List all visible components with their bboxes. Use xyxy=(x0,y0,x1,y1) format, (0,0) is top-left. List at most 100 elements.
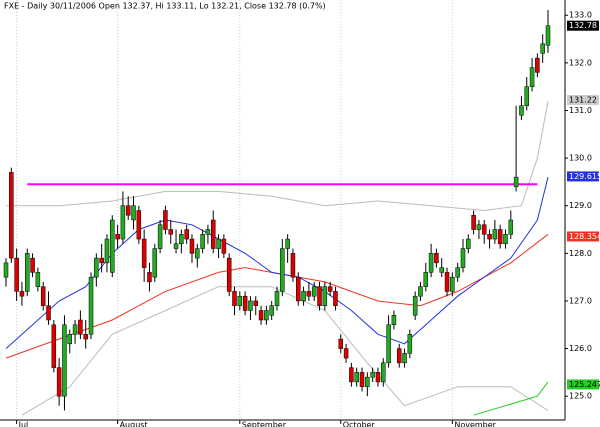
candle-body xyxy=(391,314,397,326)
candle-body xyxy=(46,305,51,321)
candle-body xyxy=(226,257,232,292)
y-tick-label: 125.0 xyxy=(569,392,592,401)
price-tag xyxy=(567,171,599,182)
candle-body xyxy=(439,267,444,273)
candle-body xyxy=(184,229,189,240)
candle-body xyxy=(513,176,519,187)
candle-body xyxy=(88,276,94,335)
x-tick-label: October xyxy=(343,421,376,427)
candle-body xyxy=(253,300,258,306)
candle-body xyxy=(125,205,131,216)
candle-body xyxy=(147,272,152,283)
candle-body xyxy=(327,286,333,292)
candle-body xyxy=(232,291,237,306)
candle-body xyxy=(333,291,338,306)
candle-body xyxy=(296,276,301,302)
candle-body xyxy=(338,338,344,349)
candle-body xyxy=(110,219,115,273)
candle-body xyxy=(56,367,62,397)
candle-body xyxy=(306,291,312,297)
candle-body xyxy=(455,267,460,278)
candle-body xyxy=(428,253,434,273)
candle-body xyxy=(343,348,349,359)
candle-body xyxy=(67,334,73,345)
candle-body xyxy=(210,219,216,249)
candle-body xyxy=(200,234,205,249)
candle-body xyxy=(540,43,545,54)
candle-body xyxy=(471,214,476,230)
x-tick-label: Jul xyxy=(18,421,29,427)
price-tag-label: 131.22 xyxy=(569,96,597,105)
price-tag-label: 128.354 xyxy=(569,232,600,241)
candle-body xyxy=(258,310,264,321)
y-tick-label: 133.0 xyxy=(569,11,592,20)
candle-body xyxy=(173,243,179,249)
candle-body xyxy=(487,234,492,240)
candle-body xyxy=(349,367,354,383)
candle-body xyxy=(423,272,429,287)
candle-body xyxy=(99,257,104,264)
y-tick-label: 131.0 xyxy=(569,106,592,115)
candle-body xyxy=(450,276,455,292)
candle-body xyxy=(136,210,142,240)
candle-body xyxy=(25,253,30,292)
candle-body xyxy=(460,248,466,268)
candle-body xyxy=(311,286,317,297)
candle-body xyxy=(412,295,418,316)
candle-body xyxy=(205,229,211,235)
candle-body xyxy=(104,238,110,264)
y-tick-label: 130.0 xyxy=(569,154,592,163)
candle-body xyxy=(83,334,88,340)
price-tag-label: 129.615 xyxy=(569,172,600,181)
y-tick-label: 128.0 xyxy=(569,249,592,258)
candle-body xyxy=(301,291,306,302)
candle-body xyxy=(396,348,402,364)
candle-body xyxy=(35,272,41,287)
x-tick-label: September xyxy=(242,421,287,427)
candle-body xyxy=(503,234,508,245)
candle-body xyxy=(317,286,322,306)
indicator-line xyxy=(473,381,549,416)
candle-body xyxy=(354,372,359,383)
x-tick-label: November xyxy=(454,421,496,427)
candle-body xyxy=(78,319,83,335)
candle-body xyxy=(264,310,269,321)
candle-body xyxy=(94,257,99,278)
candle-body xyxy=(280,248,285,292)
candle-body xyxy=(216,238,221,249)
candle-body xyxy=(508,219,514,235)
indicator-line xyxy=(6,100,549,212)
candle-body xyxy=(168,229,173,235)
candle-body xyxy=(375,372,381,383)
candle-body xyxy=(386,324,391,364)
candle-body xyxy=(359,372,365,387)
candle-body xyxy=(14,257,19,292)
price-tag xyxy=(567,95,599,105)
candle-body xyxy=(535,57,540,73)
candle-body xyxy=(365,376,370,387)
candle-body xyxy=(179,234,184,245)
chart-title: FXE - Daily 30/11/2006 Open 132.37, Hi 1… xyxy=(4,2,326,11)
candle-body xyxy=(9,172,14,259)
price-tag xyxy=(567,379,599,390)
candle-body xyxy=(476,224,482,230)
candle-body xyxy=(163,210,168,230)
candle-body xyxy=(519,105,524,116)
candle-body xyxy=(285,238,290,249)
candle-body xyxy=(322,286,328,306)
candle-body xyxy=(40,286,46,306)
candle-body xyxy=(30,257,35,273)
candle-body xyxy=(131,205,136,221)
candle-body xyxy=(481,224,487,235)
y-tick-label: 132.0 xyxy=(569,58,592,67)
candle-body xyxy=(62,324,67,397)
price-tag xyxy=(567,20,599,31)
candle-body xyxy=(492,229,498,240)
candle-body xyxy=(524,86,529,106)
candle-body xyxy=(434,253,439,264)
candle-body xyxy=(269,305,274,316)
candle-body xyxy=(497,229,503,245)
candle-body xyxy=(407,334,413,354)
